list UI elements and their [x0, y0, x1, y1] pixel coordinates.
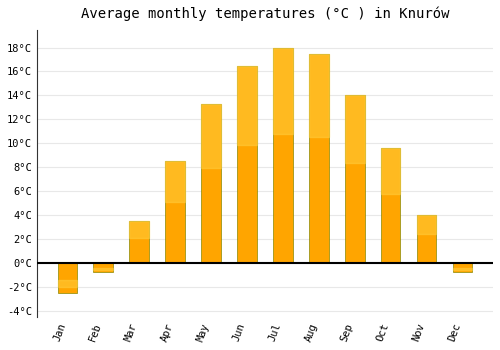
Bar	[380, 148, 400, 194]
Bar	[345, 96, 364, 162]
Bar	[237, 65, 257, 145]
Bar	[166, 161, 185, 263]
Bar	[201, 104, 221, 263]
Bar	[130, 221, 149, 263]
Bar	[273, 48, 293, 134]
Bar	[309, 54, 328, 138]
Title: Average monthly temperatures (°C ) in Knurów: Average monthly temperatures (°C ) in Kn…	[80, 7, 449, 21]
Bar	[345, 96, 364, 263]
Bar	[452, 263, 472, 272]
Bar	[380, 148, 400, 263]
Bar	[416, 215, 436, 263]
Bar	[309, 54, 328, 263]
Bar	[273, 48, 293, 263]
Bar	[416, 215, 436, 235]
Bar	[94, 263, 113, 272]
Bar	[452, 268, 472, 270]
Bar	[94, 268, 113, 270]
Bar	[237, 65, 257, 263]
Bar	[130, 221, 149, 238]
Bar	[166, 161, 185, 202]
Bar	[58, 280, 78, 287]
Bar	[201, 104, 221, 168]
Bar	[58, 263, 78, 293]
